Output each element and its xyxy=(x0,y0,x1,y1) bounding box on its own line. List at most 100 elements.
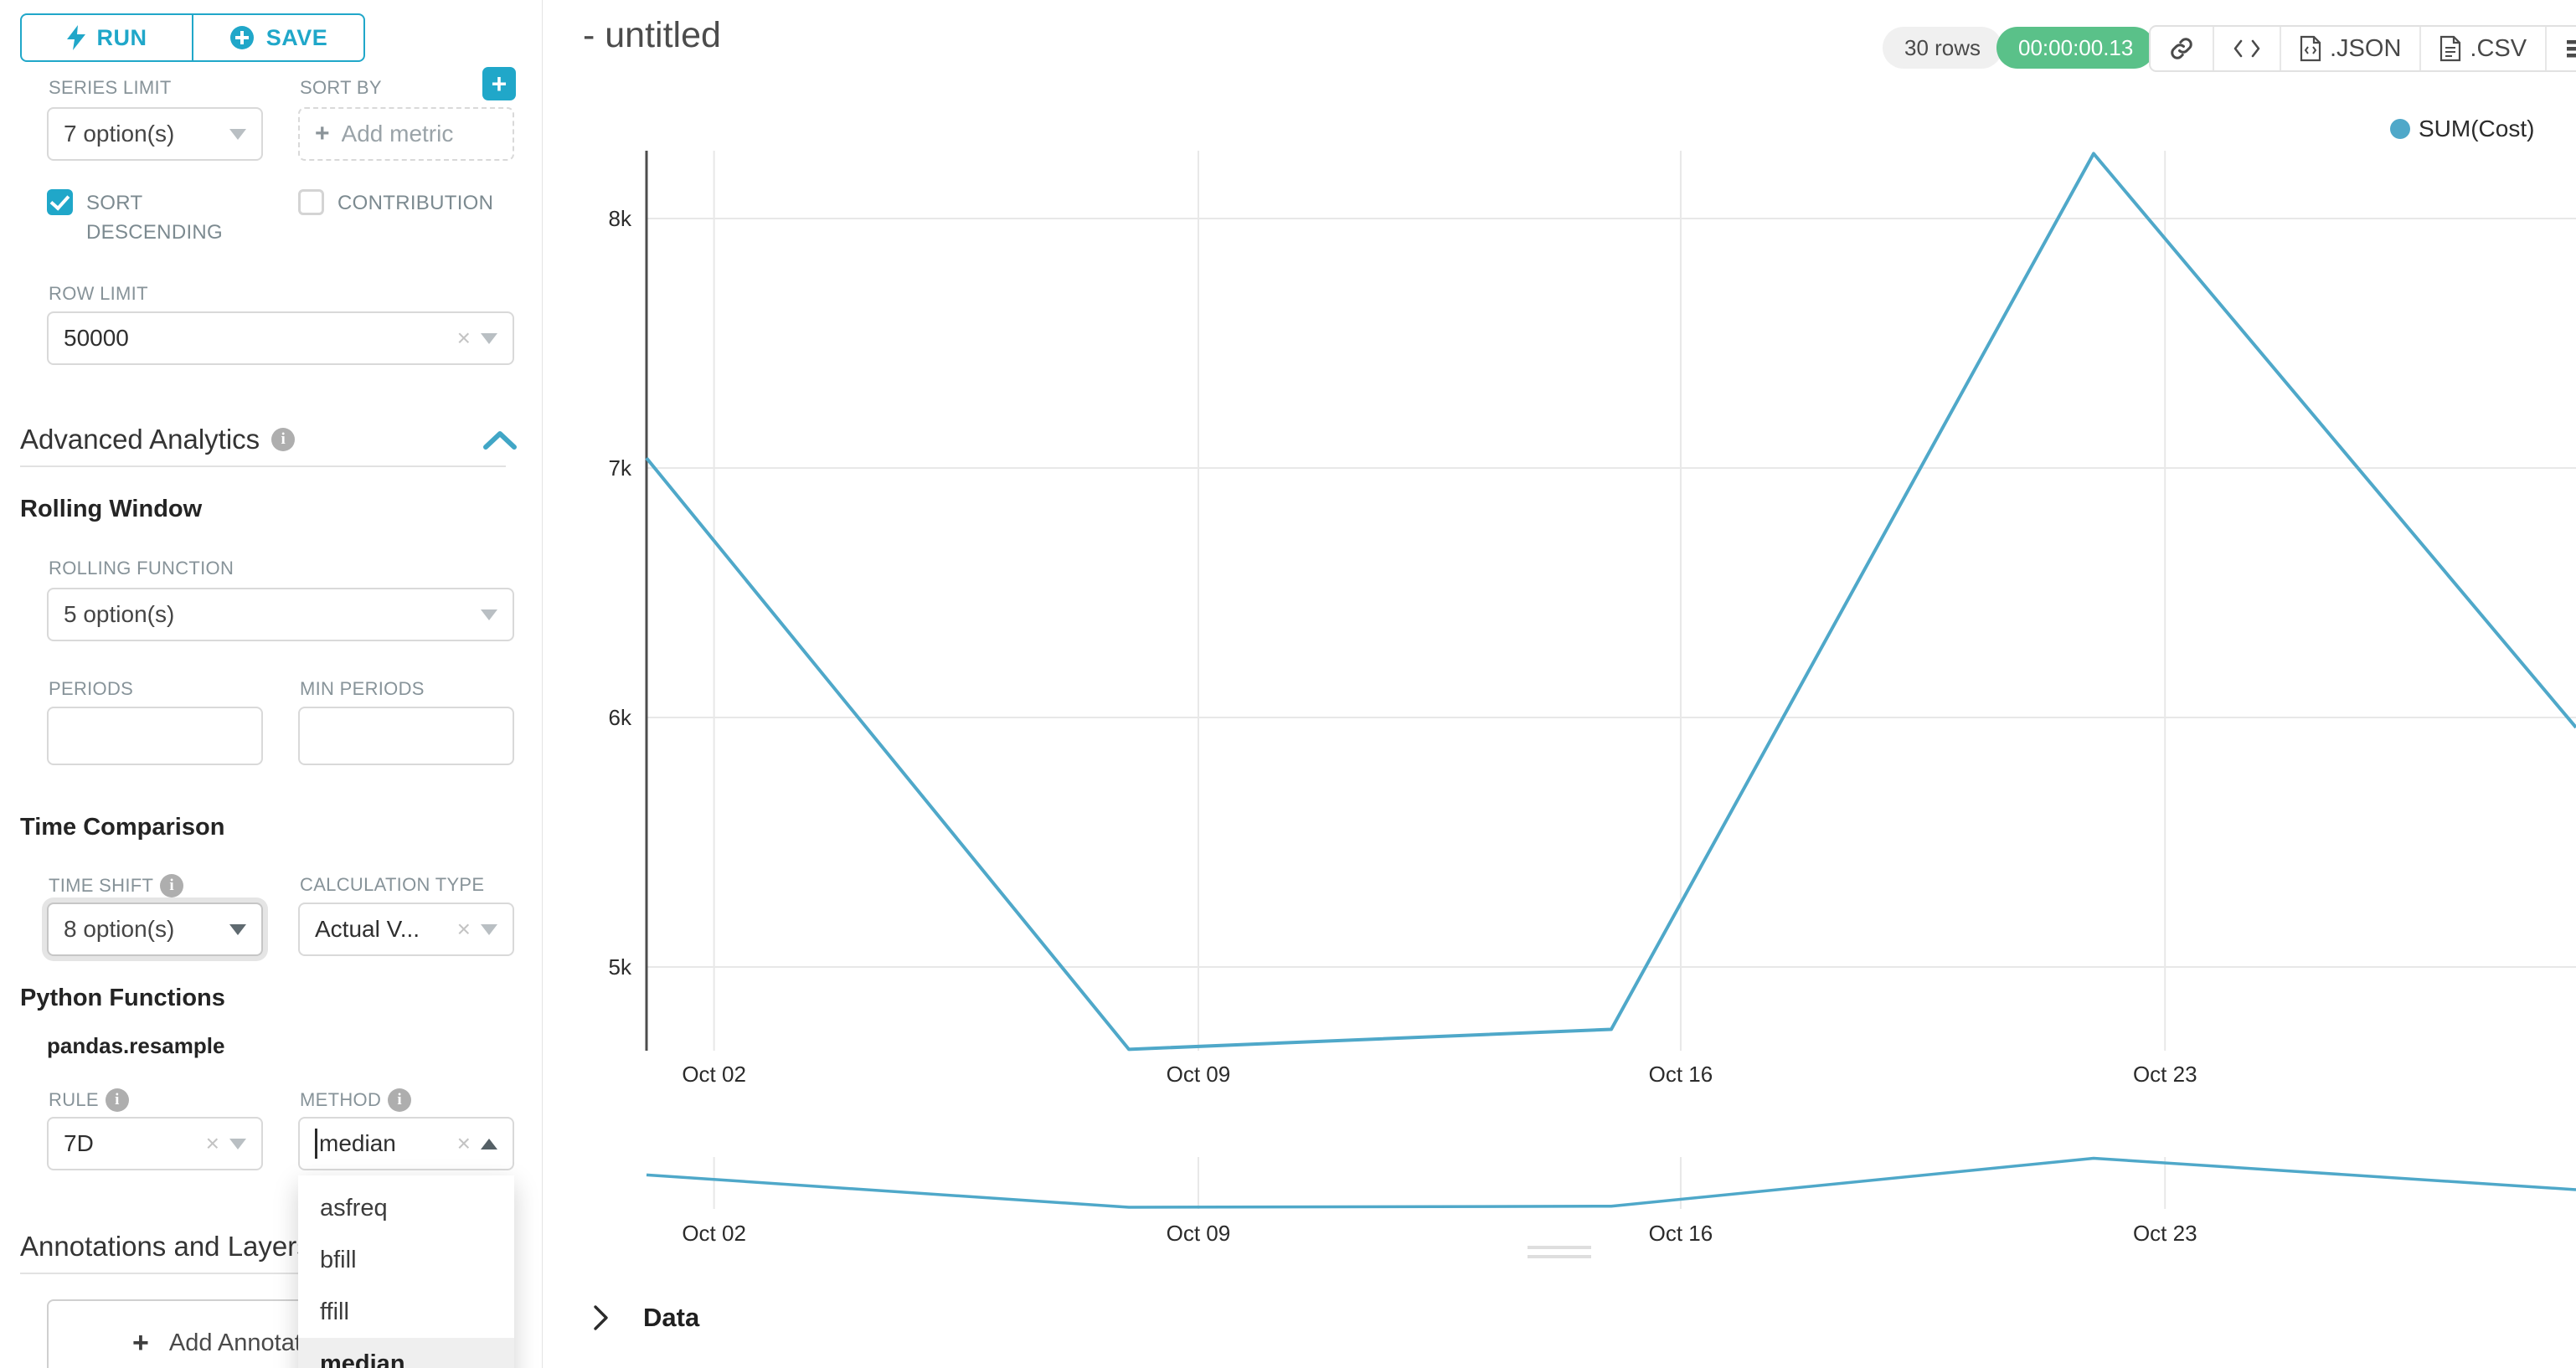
data-panel-toggle[interactable]: Data xyxy=(591,1303,699,1333)
menu-icon xyxy=(2567,40,2576,58)
svg-text:Oct 23: Oct 23 xyxy=(2133,1062,2197,1087)
time-shift-label-text: TIME SHIFT xyxy=(49,875,154,896)
svg-text:Oct 09: Oct 09 xyxy=(1167,1221,1231,1246)
rolling-function-label: ROLLING FUNCTION xyxy=(49,558,234,579)
rule-select[interactable]: 7D × xyxy=(47,1117,263,1170)
row-limit-value: 50000 xyxy=(64,325,129,351)
time-shift-select[interactable]: 8 option(s) xyxy=(47,903,263,956)
export-json-label: .JSON xyxy=(2330,34,2402,62)
clear-icon[interactable]: × xyxy=(456,916,471,942)
method-label: METHOD i xyxy=(300,1088,412,1112)
contribution-checkbox[interactable] xyxy=(298,189,324,215)
svg-text:5k: 5k xyxy=(609,954,632,980)
svg-text:Oct 23: Oct 23 xyxy=(2133,1221,2197,1246)
rolling-window-title: Rolling Window xyxy=(20,496,203,522)
chart-title[interactable]: - untitled xyxy=(583,15,721,55)
sort-descending-checkbox[interactable] xyxy=(47,189,73,215)
text-cursor xyxy=(315,1129,317,1159)
info-icon[interactable]: i xyxy=(388,1088,412,1112)
mini-chart-brush[interactable]: Oct 02 Oct 09 Oct 16 Oct 23 xyxy=(646,1156,2576,1246)
save-button[interactable]: SAVE xyxy=(192,15,363,60)
svg-text:Oct 09: Oct 09 xyxy=(1167,1062,1231,1087)
export-csv-label: .CSV xyxy=(2470,34,2527,62)
rule-value: 7D xyxy=(64,1130,94,1156)
add-sort-by-button[interactable]: + xyxy=(482,67,516,100)
clear-icon[interactable]: × xyxy=(456,325,471,351)
section-divider xyxy=(20,465,506,467)
file-text-icon xyxy=(2440,35,2461,62)
section-divider xyxy=(20,1273,506,1274)
time-shift-label: TIME SHIFT i xyxy=(49,874,184,897)
info-icon[interactable]: i xyxy=(271,428,296,451)
method-option-asfreq[interactable]: asfreq xyxy=(320,1194,388,1221)
row-limit-select[interactable]: 50000 × xyxy=(47,311,514,365)
svg-text:Oct 16: Oct 16 xyxy=(1649,1221,1713,1246)
export-csv-button[interactable]: .CSV xyxy=(2419,27,2545,70)
svg-text:Oct 02: Oct 02 xyxy=(682,1221,746,1246)
clear-icon[interactable]: × xyxy=(205,1130,219,1156)
copy-link-button[interactable] xyxy=(2151,27,2213,70)
method-dropdown-menu: asfreq bfill ffill median xyxy=(298,1175,514,1368)
svg-text:8k: 8k xyxy=(609,206,632,231)
info-icon[interactable]: i xyxy=(160,874,184,897)
collapse-chevron-up-icon[interactable] xyxy=(481,427,519,452)
time-shift-value: 8 option(s) xyxy=(64,916,175,942)
chevron-down-icon xyxy=(481,332,497,344)
rule-label-text: RULE xyxy=(49,1089,99,1110)
method-label-text: METHOD xyxy=(300,1089,382,1110)
link-icon xyxy=(2171,38,2192,59)
svg-text:Oct 02: Oct 02 xyxy=(682,1062,746,1087)
sort-descending-label: SORT DESCENDING xyxy=(86,192,224,244)
series-limit-select[interactable]: 7 option(s) xyxy=(47,107,263,161)
method-option-median[interactable]: median xyxy=(298,1338,514,1368)
run-button[interactable]: RUN xyxy=(22,15,192,60)
clear-icon[interactable]: × xyxy=(456,1130,471,1156)
calculation-type-value: Actual V... xyxy=(315,916,420,942)
advanced-analytics-title: Advanced Analytics xyxy=(20,424,260,455)
series-limit-value: 7 option(s) xyxy=(64,121,175,147)
periods-label: PERIODS xyxy=(49,678,134,699)
row-count-badge: 30 rows xyxy=(1883,27,2003,69)
chevron-down-icon xyxy=(229,128,246,140)
panel-resize-handle[interactable] xyxy=(1528,1246,1591,1264)
periods-input[interactable] xyxy=(47,707,263,765)
rule-label: RULE i xyxy=(49,1088,129,1112)
more-options-button[interactable] xyxy=(2545,27,2576,70)
plus-icon: + xyxy=(132,1326,149,1359)
method-option-bfill[interactable]: bfill xyxy=(320,1246,357,1273)
annotations-title: Annotations and Layers xyxy=(20,1231,311,1262)
info-icon[interactable]: i xyxy=(105,1088,129,1112)
code-icon xyxy=(2233,39,2260,58)
sort-by-add-metric[interactable]: + Add metric xyxy=(298,107,514,161)
min-periods-input[interactable] xyxy=(298,707,514,765)
min-periods-label: MIN PERIODS xyxy=(300,678,425,699)
annotations-header[interactable]: Annotations and Layers xyxy=(20,1231,311,1263)
chevron-down-icon xyxy=(481,609,497,620)
rolling-function-value: 5 option(s) xyxy=(64,601,175,627)
series-limit-label: SERIES LIMIT xyxy=(49,77,172,98)
method-option-ffill[interactable]: ffill xyxy=(320,1298,349,1325)
method-select-open[interactable]: median × xyxy=(298,1117,514,1170)
contribution-checkbox-row[interactable]: CONTRIBUTION xyxy=(298,189,533,219)
chevron-down-icon xyxy=(481,923,497,935)
advanced-analytics-header[interactable]: Advanced Analytics i xyxy=(20,424,296,455)
chart-legend[interactable]: SUM(Cost) xyxy=(2390,116,2534,142)
rolling-function-select[interactable]: 5 option(s) xyxy=(47,588,514,641)
calculation-type-select[interactable]: Actual V... × xyxy=(298,903,514,956)
chevron-right-icon xyxy=(594,1305,608,1330)
plus-circle-icon xyxy=(229,26,254,49)
save-button-label: SAVE xyxy=(265,24,328,50)
svg-text:Oct 16: Oct 16 xyxy=(1649,1062,1713,1087)
export-json-button[interactable]: .JSON xyxy=(2280,27,2419,70)
embed-code-button[interactable] xyxy=(2213,27,2280,70)
sort-by-label: SORT BY xyxy=(300,77,382,98)
svg-text:7k: 7k xyxy=(609,455,632,481)
svg-text:6k: 6k xyxy=(609,705,632,730)
run-button-label: RUN xyxy=(96,24,147,50)
chevron-up-icon xyxy=(481,1138,497,1149)
sort-descending-checkbox-row[interactable]: SORT DESCENDING xyxy=(47,189,256,248)
plus-icon: + xyxy=(315,120,330,147)
time-comparison-title: Time Comparison xyxy=(20,814,225,841)
